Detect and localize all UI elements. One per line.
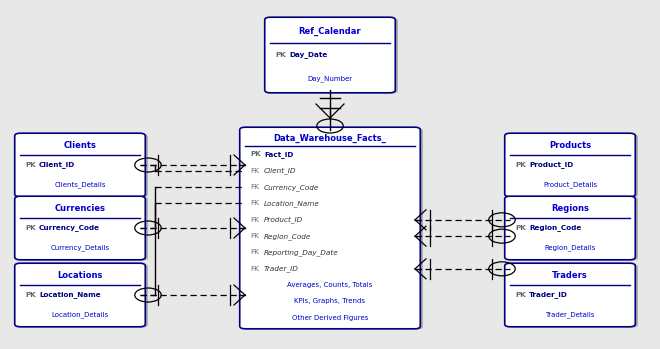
Text: Product_Details: Product_Details — [543, 181, 597, 188]
FancyBboxPatch shape — [17, 264, 148, 327]
Text: Fact_ID: Fact_ID — [264, 151, 294, 158]
Text: PK: PK — [25, 225, 36, 231]
FancyBboxPatch shape — [508, 134, 638, 198]
Text: Product_ID: Product_ID — [264, 216, 303, 223]
Text: Trader_Details: Trader_Details — [545, 311, 595, 318]
Text: PK: PK — [515, 225, 526, 231]
FancyBboxPatch shape — [15, 263, 145, 327]
Text: Location_Details: Location_Details — [51, 311, 109, 318]
Text: FK: FK — [250, 168, 259, 174]
Text: Clients: Clients — [63, 141, 96, 150]
Text: Location_Name: Location_Name — [39, 291, 100, 298]
Text: FK: FK — [250, 266, 259, 272]
Text: Product_ID: Product_ID — [529, 162, 574, 169]
Text: Currency_Code: Currency_Code — [264, 184, 319, 191]
Text: Location_Name: Location_Name — [264, 200, 320, 207]
Text: Data_Warehouse_Facts_: Data_Warehouse_Facts_ — [273, 134, 387, 143]
Text: FK: FK — [250, 233, 259, 239]
Text: Day_Date: Day_Date — [289, 52, 327, 59]
Text: Currencies: Currencies — [55, 204, 106, 213]
Text: Traders: Traders — [552, 271, 588, 280]
Text: Client_ID: Client_ID — [39, 162, 75, 169]
Text: Client_ID: Client_ID — [264, 168, 296, 174]
Text: Averages, Counts, Totals: Averages, Counts, Totals — [287, 282, 373, 288]
FancyBboxPatch shape — [17, 134, 148, 198]
Text: PK: PK — [515, 292, 526, 298]
Text: Regions: Regions — [551, 204, 589, 213]
Text: Region_Code: Region_Code — [529, 224, 581, 231]
FancyBboxPatch shape — [508, 197, 638, 260]
FancyBboxPatch shape — [17, 197, 148, 260]
Text: Reporting_Day_Date: Reporting_Day_Date — [264, 249, 339, 256]
FancyBboxPatch shape — [505, 133, 636, 197]
Text: Trader_ID: Trader_ID — [264, 266, 299, 272]
Text: PK: PK — [250, 151, 261, 157]
FancyBboxPatch shape — [267, 18, 398, 94]
Text: FK: FK — [250, 217, 259, 223]
FancyBboxPatch shape — [15, 196, 145, 260]
Text: PK: PK — [275, 52, 286, 58]
FancyBboxPatch shape — [505, 263, 636, 327]
Text: PK: PK — [25, 292, 36, 298]
Text: Trader_ID: Trader_ID — [529, 291, 568, 298]
Text: Day_Number: Day_Number — [308, 75, 352, 82]
Text: FK: FK — [250, 200, 259, 207]
Text: Ref_Calendar: Ref_Calendar — [299, 27, 361, 36]
Text: Products: Products — [549, 141, 591, 150]
Text: PK: PK — [515, 162, 526, 168]
Text: FK: FK — [250, 250, 259, 255]
FancyBboxPatch shape — [15, 133, 145, 197]
Text: Region_Code: Region_Code — [264, 233, 312, 239]
FancyBboxPatch shape — [240, 127, 420, 329]
FancyBboxPatch shape — [242, 128, 423, 329]
Text: Currency_Details: Currency_Details — [50, 244, 110, 251]
FancyBboxPatch shape — [508, 264, 638, 327]
Text: Other Derived Figures: Other Derived Figures — [292, 315, 368, 321]
Text: FK: FK — [250, 184, 259, 190]
Text: Region_Details: Region_Details — [544, 244, 596, 251]
FancyBboxPatch shape — [265, 17, 395, 93]
Text: Clients_Details: Clients_Details — [54, 181, 106, 188]
Text: Currency_Code: Currency_Code — [39, 224, 100, 231]
Text: KPIs, Graphs, Trends: KPIs, Graphs, Trends — [294, 298, 366, 304]
Text: PK: PK — [25, 162, 36, 168]
Text: Locations: Locations — [57, 271, 103, 280]
FancyBboxPatch shape — [505, 196, 636, 260]
